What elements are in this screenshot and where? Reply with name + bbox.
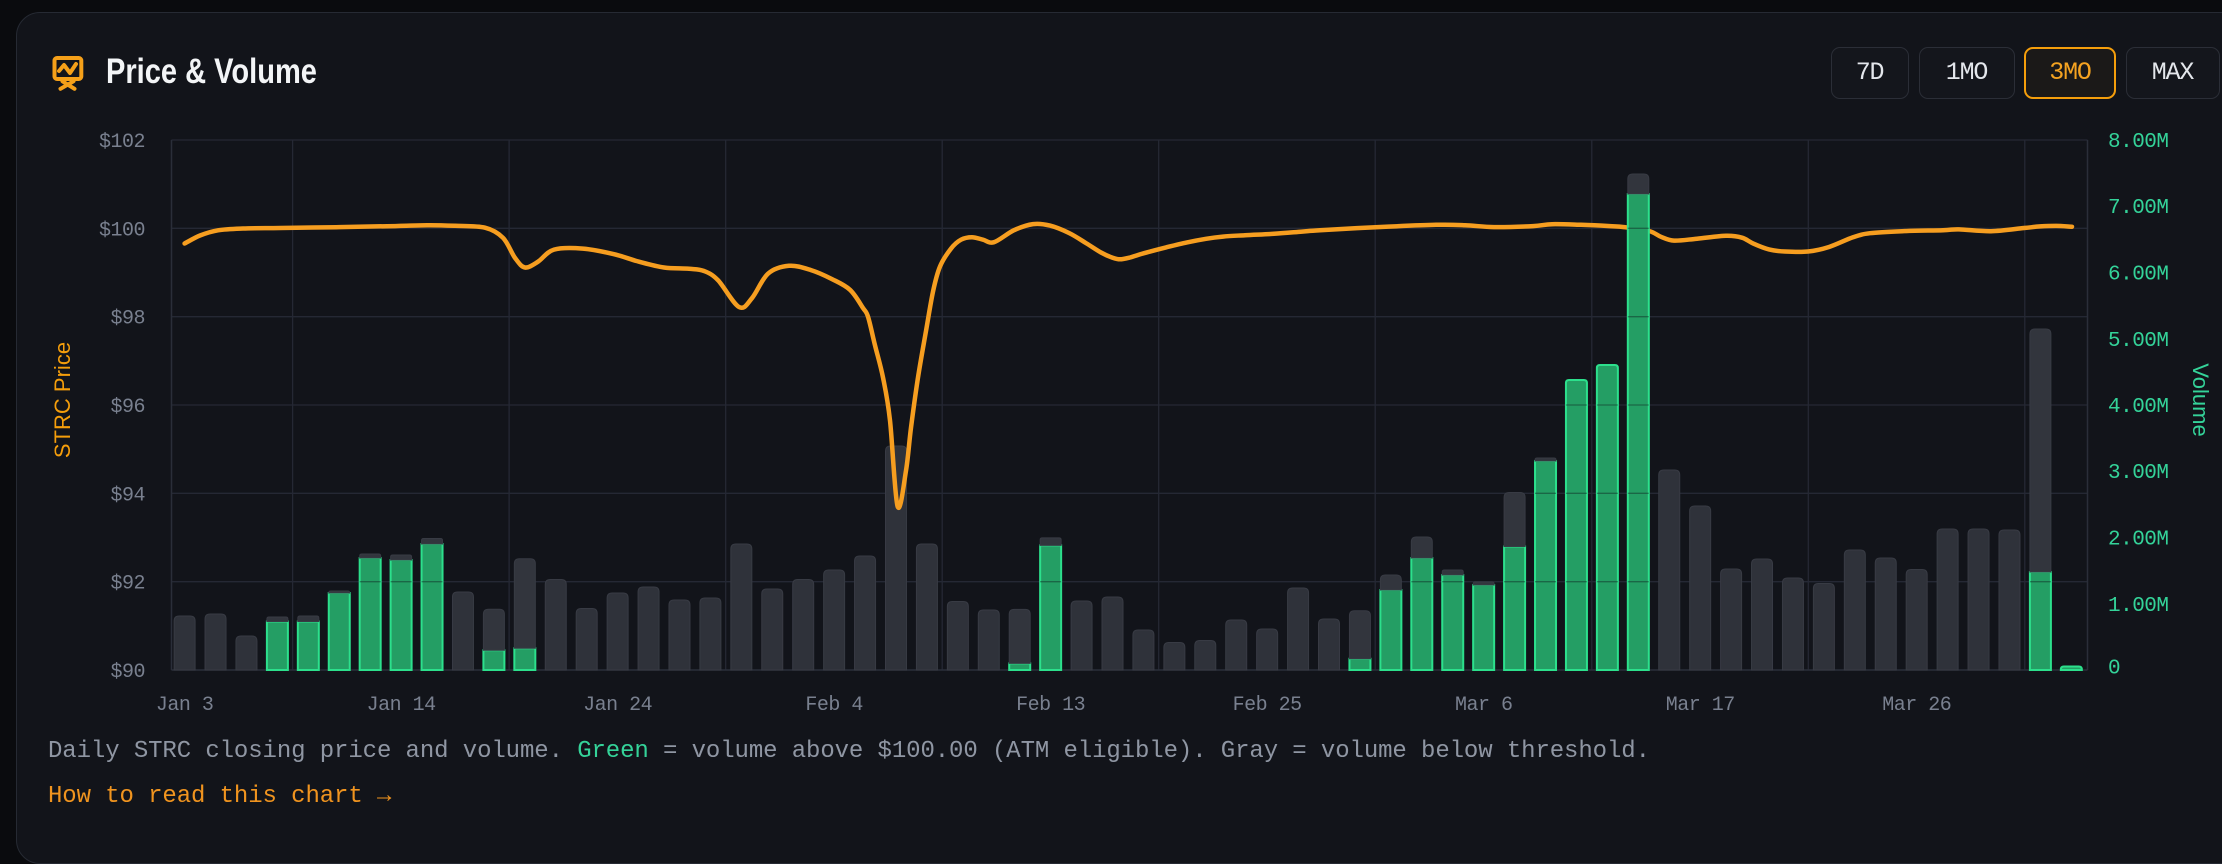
- svg-text:Mar 6: Mar 6: [1455, 694, 1513, 717]
- svg-text:STRC Price: STRC Price: [50, 342, 75, 458]
- svg-text:$98: $98: [110, 308, 145, 331]
- svg-text:$102: $102: [99, 131, 145, 154]
- svg-text:5.00M: 5.00M: [2108, 330, 2169, 353]
- svg-text:Jan 24: Jan 24: [583, 694, 652, 717]
- svg-text:Volume: Volume: [2188, 363, 2213, 436]
- svg-text:0: 0: [2108, 657, 2120, 680]
- svg-text:Mar 26: Mar 26: [1882, 694, 1951, 717]
- svg-text:Feb 13: Feb 13: [1016, 694, 1085, 717]
- svg-text:Jan 3: Jan 3: [156, 694, 214, 717]
- svg-text:8.00M: 8.00M: [2108, 131, 2169, 154]
- svg-text:Mar 17: Mar 17: [1666, 694, 1735, 717]
- svg-text:$94: $94: [110, 484, 145, 507]
- svg-text:Jan 14: Jan 14: [367, 694, 436, 717]
- svg-text:$90: $90: [110, 661, 145, 684]
- svg-text:2.00M: 2.00M: [2108, 529, 2169, 552]
- svg-text:7.00M: 7.00M: [2108, 197, 2169, 220]
- svg-text:Feb 4: Feb 4: [805, 694, 863, 717]
- svg-text:Feb 25: Feb 25: [1233, 694, 1302, 717]
- svg-text:$92: $92: [110, 573, 145, 596]
- svg-text:1.00M: 1.00M: [2108, 595, 2169, 618]
- svg-text:3.00M: 3.00M: [2108, 462, 2169, 485]
- svg-text:4.00M: 4.00M: [2108, 396, 2169, 419]
- svg-text:6.00M: 6.00M: [2108, 264, 2169, 287]
- svg-text:$100: $100: [99, 219, 145, 242]
- svg-text:$96: $96: [110, 396, 145, 419]
